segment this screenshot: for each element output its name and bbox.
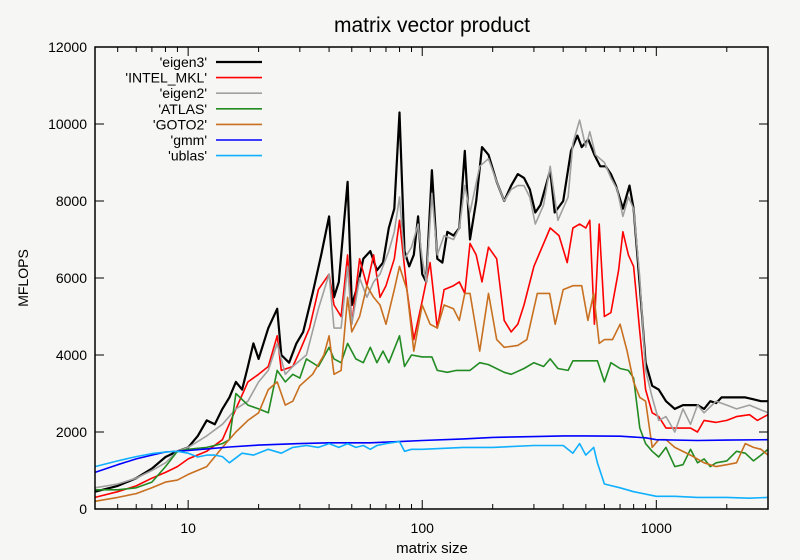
- legend-label: 'eigen2': [160, 85, 207, 101]
- legend-label: 'ATLAS': [158, 101, 207, 117]
- plot-frame: [94, 46, 769, 510]
- series-line-2: [94, 119, 769, 489]
- y-tick-label: 0: [79, 501, 87, 517]
- series-line-4: [94, 265, 769, 503]
- series-line-3: [95, 335, 769, 491]
- chart-title: matrix vector product: [334, 14, 530, 37]
- legend: 'eigen3''INTEL_MKL''eigen2''ATLAS''GOTO2…: [125, 54, 262, 164]
- x-axis-label: matrix size: [396, 540, 468, 557]
- y-tick-label: 8000: [56, 193, 87, 209]
- series-line-6: [94, 440, 769, 499]
- x-tick-label: 10: [180, 520, 196, 536]
- legend-label: 'gmm': [171, 132, 207, 148]
- axis-ticks: 0 2000 4000 6000 8000 10000 12000 10 100 1000: [48, 39, 769, 536]
- legend-label: 'ublas': [168, 148, 207, 164]
- y-tick-label: 2000: [56, 424, 87, 440]
- y-tick-label: 12000: [48, 39, 87, 55]
- legend-label: 'GOTO2': [153, 116, 207, 132]
- series-line-1: [94, 219, 769, 499]
- legend-label: 'eigen3': [160, 54, 207, 70]
- x-tick-label: 1000: [641, 520, 672, 536]
- x-tick-label: 100: [411, 520, 435, 536]
- y-tick-label: 10000: [48, 116, 87, 132]
- y-tick-label: 4000: [56, 347, 87, 363]
- legend-label: 'INTEL_MKL': [125, 70, 207, 86]
- series-lines: [94, 111, 769, 503]
- y-axis-label: MFLOPS: [15, 249, 31, 307]
- series-line-0: [94, 111, 768, 493]
- y-tick-label: 6000: [56, 270, 87, 286]
